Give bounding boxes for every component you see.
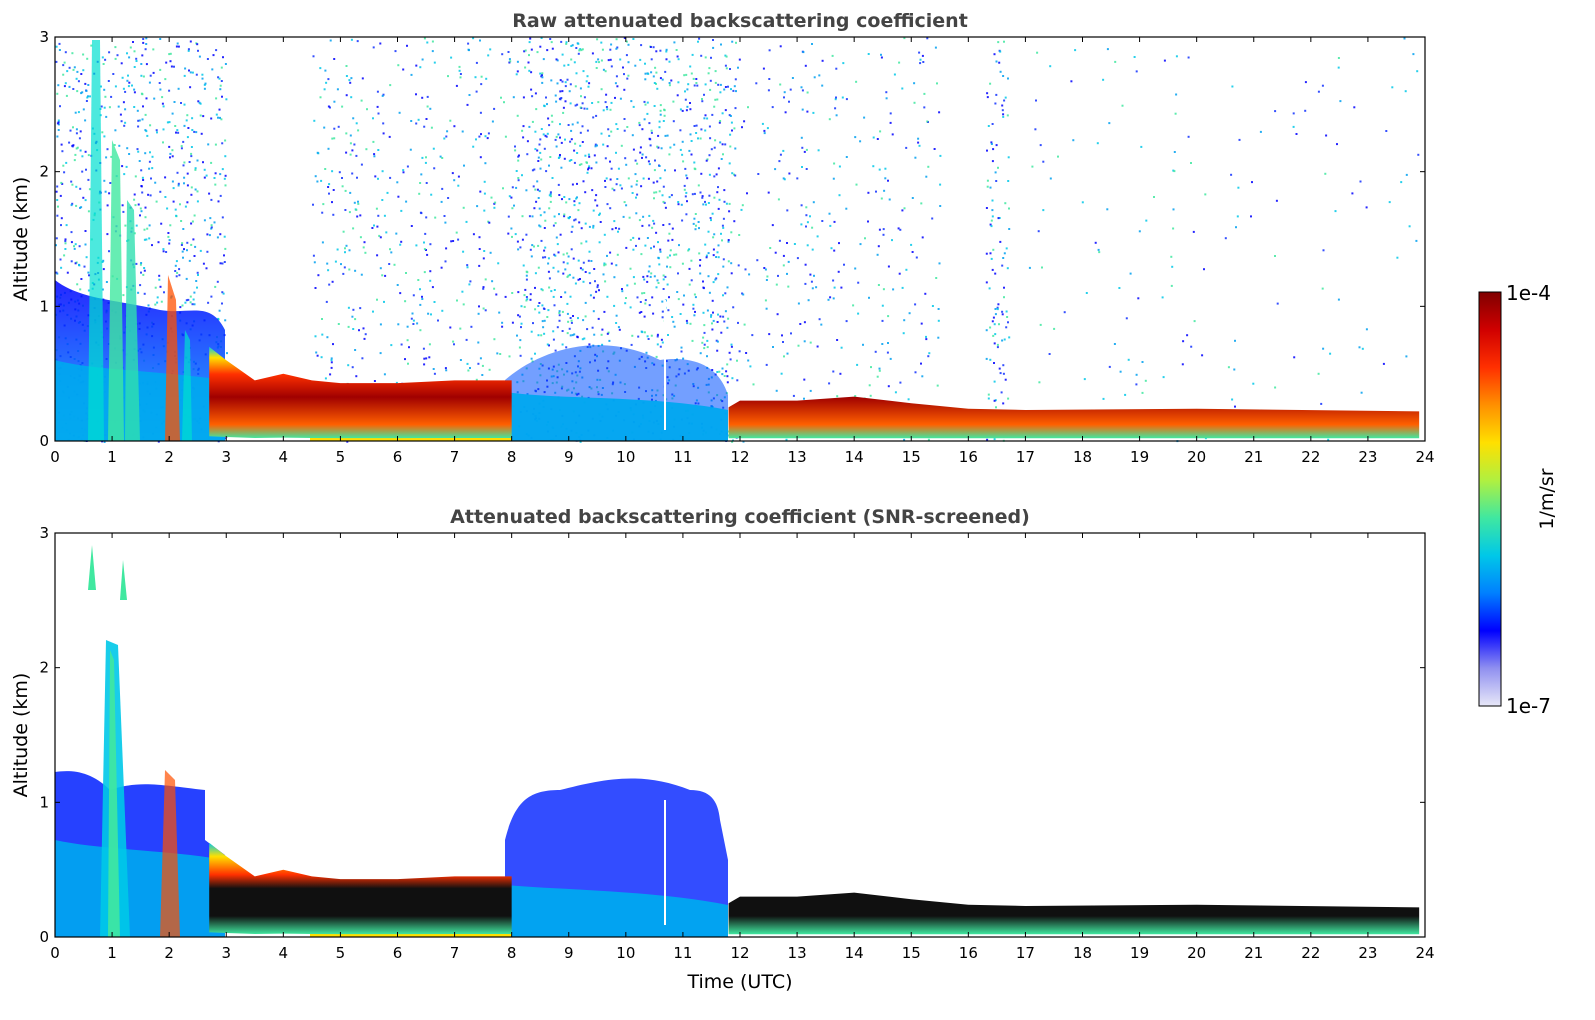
x-tick-label: 4 — [279, 448, 289, 466]
x-tick-label: 3 — [221, 944, 231, 962]
x-ticks-raw: 0 1 2 3 4 5 6 7 8 9 10 11 12 13 14 15 16 17 18 19 20 21 22 23 24 — [50, 37, 1435, 466]
panel-screened: Attenuated backscattering coefficient (S… — [10, 506, 1435, 993]
panel-title-screened: Attenuated backscattering coefficient (S… — [450, 506, 1030, 528]
x-tick-label: 22 — [1301, 448, 1320, 466]
x-tick-label: 14 — [845, 448, 864, 466]
panel-title-raw: Raw attenuated backscattering coefficien… — [512, 10, 968, 32]
aerosol-layer-screened — [209, 842, 1420, 935]
x-tick-label: 15 — [902, 944, 921, 962]
y-tick-label: 2 — [39, 659, 49, 677]
cloud-streak — [182, 330, 192, 441]
x-tick-label: 19 — [1130, 448, 1149, 466]
x-tick-label: 20 — [1187, 448, 1206, 466]
x-tick-label: 23 — [1358, 448, 1377, 466]
x-tick-label: 13 — [788, 448, 807, 466]
panel-raw: Raw attenuated backscattering coefficien… — [10, 10, 1435, 466]
y-axis-label-screened: Altitude (km) — [10, 673, 32, 798]
x-ticks-screened: 0 1 2 3 4 5 6 7 8 9 10 11 12 13 14 15 16 17 18 19 20 21 22 23 24 — [50, 533, 1435, 962]
x-tick-label: 9 — [564, 448, 574, 466]
x-tick-label: 3 — [221, 448, 231, 466]
x-axis-label: Time (UTC) — [686, 971, 792, 993]
x-tick-label: 24 — [1415, 448, 1434, 466]
y-tick-label: 3 — [39, 28, 49, 46]
cloud-streak — [160, 770, 180, 937]
y-tick-label: 0 — [39, 432, 49, 450]
colorbar: 1e-4 1e-7 1/m/sr — [1478, 281, 1558, 718]
x-tick-label: 11 — [673, 448, 692, 466]
x-tick-label: 7 — [450, 944, 460, 962]
x-tick-label: 23 — [1358, 944, 1377, 962]
cloud-streak — [88, 40, 104, 441]
x-tick-label: 20 — [1187, 944, 1206, 962]
cloud-fragment — [120, 560, 127, 600]
y-tick-label: 0 — [39, 928, 49, 946]
x-tick-label: 10 — [616, 448, 635, 466]
x-tick-label: 0 — [50, 448, 60, 466]
x-tick-label: 0 — [50, 944, 60, 962]
y-ticks-raw: 0 1 2 3 — [39, 28, 1425, 450]
x-tick-label: 5 — [336, 944, 346, 962]
y-tick-label: 2 — [39, 163, 49, 181]
aerosol-layer-band — [209, 842, 1420, 935]
y-tick-label: 3 — [39, 524, 49, 542]
y-tick-label: 1 — [39, 297, 49, 315]
x-tick-label: 21 — [1244, 944, 1263, 962]
cloud-streak — [108, 140, 124, 441]
x-tick-label: 12 — [730, 944, 749, 962]
x-tick-label: 18 — [1073, 448, 1092, 466]
cloud-streak — [165, 275, 180, 441]
colorbar-gradient — [1478, 291, 1502, 707]
x-tick-label: 12 — [730, 448, 749, 466]
x-tick-label: 16 — [959, 944, 978, 962]
x-tick-label: 13 — [788, 944, 807, 962]
x-tick-label: 10 — [616, 944, 635, 962]
x-tick-label: 15 — [902, 448, 921, 466]
x-tick-label: 1 — [107, 944, 117, 962]
x-tick-label: 1 — [107, 448, 117, 466]
x-tick-label: 17 — [1016, 944, 1035, 962]
x-tick-label: 7 — [450, 448, 460, 466]
x-tick-label: 2 — [164, 448, 174, 466]
x-tick-label: 2 — [164, 944, 174, 962]
x-tick-label: 6 — [393, 944, 403, 962]
y-tick-label: 1 — [39, 793, 49, 811]
x-tick-label: 8 — [507, 448, 517, 466]
x-tick-label: 17 — [1016, 448, 1035, 466]
x-tick-label: 4 — [279, 944, 289, 962]
colorbar-label: 1/m/sr — [1536, 468, 1558, 529]
x-tick-label: 6 — [393, 448, 403, 466]
colorbar-min-label: 1e-7 — [1506, 694, 1551, 718]
x-tick-label: 18 — [1073, 944, 1092, 962]
x-tick-label: 14 — [845, 944, 864, 962]
y-axis-label-raw: Altitude (km) — [10, 177, 32, 302]
x-tick-label: 5 — [336, 448, 346, 466]
x-tick-label: 11 — [673, 944, 692, 962]
x-tick-label: 9 — [564, 944, 574, 962]
heatmap-raw — [55, 37, 1425, 443]
x-tick-label: 19 — [1130, 944, 1149, 962]
cloud-streak — [125, 200, 140, 441]
aerosol-layer-band — [209, 346, 1420, 439]
y-ticks-screened: 0 1 2 3 — [39, 524, 1425, 946]
aerosol-layer-raw — [209, 346, 1420, 439]
x-tick-label: 21 — [1244, 448, 1263, 466]
x-tick-label: 8 — [507, 944, 517, 962]
x-tick-label: 24 — [1415, 944, 1434, 962]
colorbar-max-label: 1e-4 — [1506, 281, 1551, 305]
heatmap-screened — [55, 533, 1425, 937]
cloud-fragment — [88, 545, 96, 590]
x-tick-label: 22 — [1301, 944, 1320, 962]
x-tick-label: 16 — [959, 448, 978, 466]
cloud-streak — [108, 650, 120, 937]
